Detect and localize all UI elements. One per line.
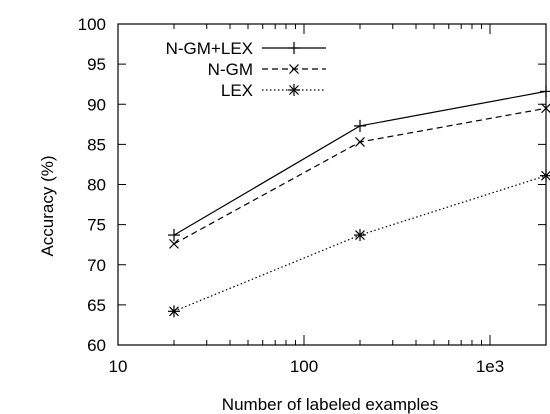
series-line-lex: [173, 175, 547, 312]
x-tick-label: 10: [109, 357, 128, 376]
series-lines: [167, 85, 550, 318]
data-point-x: [541, 103, 550, 114]
data-point-x: [289, 64, 299, 74]
y-axis-label: Accuracy (%): [38, 155, 57, 256]
x-tick-label: 1e3: [476, 357, 504, 376]
legend-label: N-GM: [208, 60, 253, 79]
x-axis-label: Number of labeled examples: [222, 395, 438, 414]
data-point-plus: [353, 119, 366, 132]
marker-stroke: [289, 64, 299, 74]
plot-frame: [117, 23, 547, 346]
data-point-plus: [167, 229, 180, 242]
y-tick-label: 60: [87, 336, 106, 355]
data-point-star: [540, 169, 550, 182]
data-point-star: [288, 84, 300, 96]
marker-stroke: [169, 238, 179, 249]
y-tick-label: 85: [87, 135, 106, 154]
data-point-x: [355, 137, 365, 147]
y-tick-label: 70: [87, 256, 106, 275]
marker-stroke: [289, 85, 299, 95]
marker-stroke: [169, 306, 179, 317]
y-tick-label: 95: [87, 55, 106, 74]
y-tick-label: 65: [87, 296, 106, 315]
marker-stroke: [355, 137, 365, 147]
y-tick-label: 75: [87, 216, 106, 235]
data-point-star: [353, 229, 366, 242]
legend-label: LEX: [221, 81, 253, 100]
legend: N-GM+LEX N-GM LEX: [166, 39, 326, 100]
y-tick-label: 100: [78, 15, 106, 34]
data-point-plus: [288, 42, 300, 54]
legend-label: N-GM+LEX: [166, 39, 253, 58]
marker-stroke: [355, 230, 365, 240]
y-tick-label: 80: [87, 176, 106, 195]
axes: 60 65 70 75 80 85 90 95 100 10 100 1e3: [78, 15, 547, 376]
y-tick-label: 90: [87, 95, 106, 114]
marker-stroke: [541, 170, 550, 181]
data-point-star: [167, 305, 180, 318]
data-point-plus: [540, 85, 550, 98]
x-tick-label: 100: [290, 357, 318, 376]
data-point-x: [169, 238, 179, 249]
marker-stroke: [541, 103, 550, 114]
